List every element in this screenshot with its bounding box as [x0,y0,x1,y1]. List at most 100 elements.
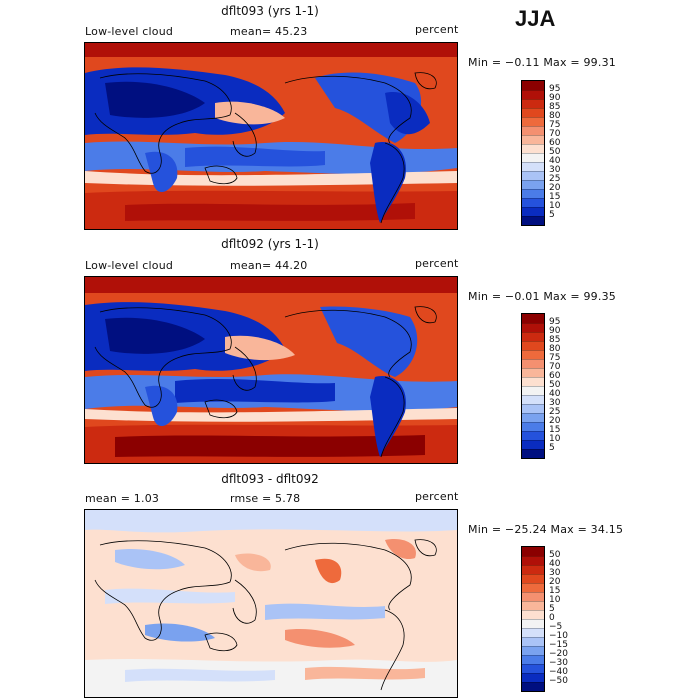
panel-3-map [84,509,458,698]
panel-3-units: percent [415,490,459,503]
panel-3-mean-label: mean = 1.03 [85,492,160,505]
panel-2-stat-value: 44.20 [275,259,308,272]
panel-3-colorbar-swatch [522,574,544,583]
panel-3-colorbar-swatch [522,664,544,673]
panel-3-cb-label: −30 [549,658,568,668]
panel-2-colorbar-swatch [522,404,544,413]
panel-3-stat-label: rmse = [230,492,272,505]
panel-3-cb-label: −10 [549,631,568,641]
panel-2-colorbar-swatch [522,395,544,404]
panel-2-cb-label: 70 [549,362,561,372]
panel-2-colorbar-swatch [522,368,544,377]
panel-1-colorbar-swatch [522,153,544,162]
panel-1-colorbar-swatch [522,90,544,99]
panel-2-cb-label: 95 [549,317,561,327]
panel-2-cb-label: 30 [549,398,561,408]
panel-2-cb-label: 5 [549,443,555,453]
panel-3-cb-label: −50 [549,676,568,686]
panel-3-cb-label: 5 [549,604,555,614]
panel-1-colorbar-swatch [522,81,544,90]
panel-2-cb-label: 25 [549,407,561,417]
panel-1-colorbar-swatch [522,207,544,216]
panel-3-cb-label: 40 [549,559,561,569]
panel-1-cb-label: 70 [549,129,561,139]
panel-3-cb-label: 20 [549,577,561,587]
panel-1-colorbar-swatch [522,144,544,153]
panel-2-cb-label: 80 [549,344,561,354]
panel-2-colorbar-swatch [522,359,544,368]
panel-1-cb-label: 85 [549,102,561,112]
panel-3-colorbar-swatch [522,646,544,655]
panel-2-cb-label: 15 [549,425,561,435]
panel-1-minmax: Min = −0.11 Max = 99.31 [468,56,616,69]
panel-3-colorbar [521,546,545,692]
panel-1-units: percent [415,23,459,36]
panel-3-cb-label: 30 [549,568,561,578]
panel-2-colorbar-swatch [522,422,544,431]
panel-3-colorbar-swatch [522,619,544,628]
panel-3-minmax: Min = −25.24 Max = 34.15 [468,523,624,536]
panel-2-colorbar-swatch [522,386,544,395]
panel-3-cb-label: 0 [549,613,555,623]
panel-3-cb-label: −5 [549,622,563,632]
panel-2-colorbar-swatch [522,341,544,350]
panel-3-cb-label: −15 [549,640,568,650]
panel-3-colorbar-swatch [522,601,544,610]
panel-1-cb-label: 10 [549,201,561,211]
panel-1-cb-label: 75 [549,120,561,130]
panel-2-cb-label: 40 [549,389,561,399]
panel-2-colorbar-swatch [522,314,544,323]
panel-2-colorbar [521,313,545,459]
panel-1-cb-label: 50 [549,147,561,157]
panel-1-cb-label: 60 [549,138,561,148]
panel-1-cb-label: 15 [549,192,561,202]
panel-3-colorbar-swatch [522,610,544,619]
panel-2-colorbar-swatch [522,440,544,449]
panel-3-colorbar-swatch [522,673,544,682]
panel-1-colorbar [521,80,545,226]
panel-3-stat-value: 5.78 [275,492,301,505]
panel-3-cb-label: 10 [549,595,561,605]
panel-2-colorbar-swatch [522,449,544,458]
panel-3-colorbar-swatch [522,592,544,601]
panel-1-cb-label: 40 [549,156,561,166]
panel-3-title: dflt093 - dflt092 [221,472,319,486]
panel-1-colorbar-swatch [522,126,544,135]
panel-2-colorbar-swatch [522,413,544,422]
panel-3-colorbar-swatch [522,583,544,592]
panel-3-colorbar-swatch [522,655,544,664]
panel-2-title: dflt092 (yrs 1-1) [221,237,319,251]
panel-1-colorbar-swatch [522,117,544,126]
panel-1-cb-label: 25 [549,174,561,184]
panel-2-cb-label: 20 [549,416,561,426]
panel-1-cb-label: 95 [549,84,561,94]
panel-2-cb-label: 10 [549,434,561,444]
panel-2-colorbar-swatch [522,332,544,341]
panel-1-cb-label: 20 [549,183,561,193]
panel-1-cb-label: 80 [549,111,561,121]
panel-3-colorbar-swatch [522,547,544,556]
panel-2-colorbar-swatch [522,350,544,359]
season-label: JJA [515,6,556,31]
panel-2-cb-label: 60 [549,371,561,381]
panel-1-colorbar-swatch [522,198,544,207]
panel-1-title: dflt093 (yrs 1-1) [221,4,319,18]
panel-1-colorbar-swatch [522,180,544,189]
panel-2-cb-label: 75 [549,353,561,363]
panel-3-cb-label: 15 [549,586,561,596]
panel-2-variable-label: Low-level cloud [85,259,174,272]
panel-3-colorbar-swatch [522,628,544,637]
panel-2-cb-label: 50 [549,380,561,390]
panel-3-cb-label: −40 [549,667,568,677]
panel-2-minmax: Min = −0.01 Max = 99.35 [468,290,616,303]
panel-1-stat-value: 45.23 [275,25,308,38]
panel-3-colorbar-swatch [522,565,544,574]
panel-1-colorbar-swatch [522,135,544,144]
panel-1-colorbar-swatch [522,99,544,108]
panel-1-colorbar-swatch [522,189,544,198]
panel-1-colorbar-swatch [522,216,544,225]
panel-1-colorbar-swatch [522,108,544,117]
panel-2-stat-label: mean= [230,259,272,272]
panel-3-map-field [85,510,457,697]
panel-3-colorbar-swatch [522,637,544,646]
